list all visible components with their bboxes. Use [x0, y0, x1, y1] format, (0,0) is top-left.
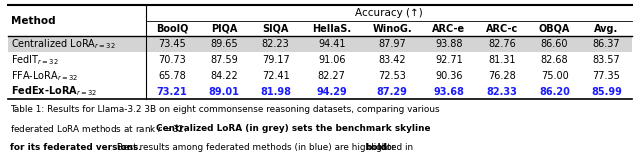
Text: 86.37: 86.37: [593, 39, 620, 49]
Text: 83.57: 83.57: [593, 55, 620, 65]
Text: 84.22: 84.22: [210, 71, 237, 81]
Text: Best results among federated methods (in blue) are highlighted in: Best results among federated methods (in…: [115, 143, 417, 152]
Text: ARC-c: ARC-c: [486, 24, 518, 34]
Text: 82.33: 82.33: [486, 87, 518, 97]
Text: 93.88: 93.88: [435, 39, 463, 49]
Text: FedIT$_{r=32}$: FedIT$_{r=32}$: [11, 53, 59, 67]
Text: BoolQ: BoolQ: [156, 24, 188, 34]
Text: 90.36: 90.36: [435, 71, 463, 81]
Text: FFA-LoRA$_{r=32}$: FFA-LoRA$_{r=32}$: [11, 69, 78, 83]
Text: OBQA: OBQA: [539, 24, 570, 34]
Text: HellaS.: HellaS.: [312, 24, 351, 34]
Text: 82.68: 82.68: [541, 55, 568, 65]
Text: SIQA: SIQA: [262, 24, 289, 34]
Text: 73.21: 73.21: [157, 87, 188, 97]
Text: 79.17: 79.17: [262, 55, 289, 65]
Text: 65.78: 65.78: [158, 71, 186, 81]
Text: 72.41: 72.41: [262, 71, 289, 81]
Text: 86.60: 86.60: [541, 39, 568, 49]
Text: 89.01: 89.01: [209, 87, 239, 97]
Text: bold: bold: [365, 143, 387, 152]
Text: 82.23: 82.23: [262, 39, 289, 49]
Text: Avg.: Avg.: [595, 24, 618, 34]
Bar: [8, 36, 632, 52]
Text: 89.65: 89.65: [210, 39, 237, 49]
Text: 82.76: 82.76: [488, 39, 516, 49]
Text: 87.29: 87.29: [376, 87, 408, 97]
Text: 76.28: 76.28: [488, 71, 516, 81]
Text: 83.42: 83.42: [378, 55, 406, 65]
Text: FedEx-LoRA$_{r=32}$: FedEx-LoRA$_{r=32}$: [11, 85, 97, 98]
Text: ARC-e: ARC-e: [432, 24, 465, 34]
Text: 93.68: 93.68: [433, 87, 464, 97]
Text: 70.73: 70.73: [158, 55, 186, 65]
Text: Method: Method: [11, 16, 56, 26]
Text: 85.99: 85.99: [591, 87, 622, 97]
Text: 94.29: 94.29: [316, 87, 347, 97]
Text: federated LoRA methods at rank $r = 32$.: federated LoRA methods at rank $r = 32$.: [10, 123, 188, 134]
Text: 72.53: 72.53: [378, 71, 406, 81]
Text: Accuracy (↑): Accuracy (↑): [355, 8, 423, 18]
Text: 73.45: 73.45: [158, 39, 186, 49]
Text: 86.20: 86.20: [539, 87, 570, 97]
Text: PIQA: PIQA: [211, 24, 237, 34]
Text: Centralized LoRA (in grey) sets the benchmark skyline: Centralized LoRA (in grey) sets the benc…: [156, 124, 430, 133]
Text: 92.71: 92.71: [435, 55, 463, 65]
Text: 82.27: 82.27: [318, 71, 346, 81]
Text: 75.00: 75.00: [541, 71, 568, 81]
Text: for: for: [380, 143, 396, 152]
Text: 91.06: 91.06: [318, 55, 346, 65]
Text: 81.98: 81.98: [260, 87, 291, 97]
Text: 77.35: 77.35: [593, 71, 620, 81]
Text: Centralized LoRA$_{r=32}$: Centralized LoRA$_{r=32}$: [11, 37, 115, 51]
Text: 94.41: 94.41: [318, 39, 346, 49]
Text: Table 1: Results for Llama-3.2 3B on eight commonsense reasoning datasets, compa: Table 1: Results for Llama-3.2 3B on eig…: [10, 105, 439, 114]
Text: WinoG.: WinoG.: [372, 24, 412, 34]
Text: 81.31: 81.31: [488, 55, 516, 65]
Text: 87.97: 87.97: [378, 39, 406, 49]
Text: for its federated versions.: for its federated versions.: [10, 143, 141, 152]
Text: 87.59: 87.59: [210, 55, 237, 65]
